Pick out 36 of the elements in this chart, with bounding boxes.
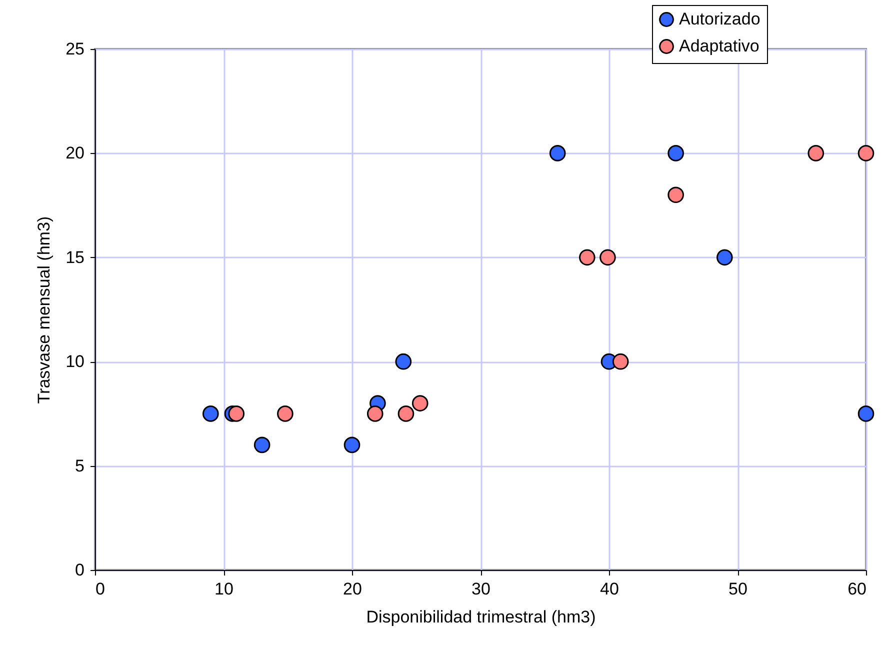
point	[808, 145, 824, 162]
x-tick-label: 50	[728, 580, 748, 598]
point	[366, 406, 384, 422]
x-tick-label: 40	[600, 580, 619, 598]
x-tick-label: 30	[472, 580, 490, 598]
point	[858, 145, 874, 162]
point	[668, 145, 684, 162]
point	[858, 406, 874, 422]
point	[277, 406, 294, 422]
point	[600, 249, 616, 266]
y-tick-label: 15	[66, 248, 84, 267]
x-tick-label: 10	[214, 580, 234, 598]
legend-label: Adaptativo	[679, 36, 760, 56]
y-tick-label: 5	[75, 456, 84, 476]
point	[578, 249, 596, 266]
point	[395, 353, 412, 370]
x-tick-label: 60	[848, 580, 866, 598]
point	[254, 436, 270, 454]
y-tick-label: 25	[66, 40, 84, 58]
y-tick-label: 10	[66, 352, 84, 372]
point	[202, 406, 219, 422]
x-tick-label: 20	[343, 580, 362, 598]
point	[398, 406, 414, 422]
point	[549, 145, 566, 162]
point	[716, 249, 733, 266]
y-tick-label: 0	[75, 560, 84, 580]
point	[412, 395, 428, 412]
legend-label: Autorizado	[679, 10, 760, 28]
point	[668, 186, 684, 204]
y-axis-title: Trasvase mensual (hm3)	[34, 216, 54, 404]
y-tick-label: 20	[66, 144, 84, 163]
point	[612, 353, 629, 370]
point	[344, 436, 360, 454]
x-axis-title: Disponibilidad trimestral (hm3)	[366, 608, 596, 626]
point	[228, 406, 245, 422]
x-tick-label: 0	[96, 580, 105, 598]
